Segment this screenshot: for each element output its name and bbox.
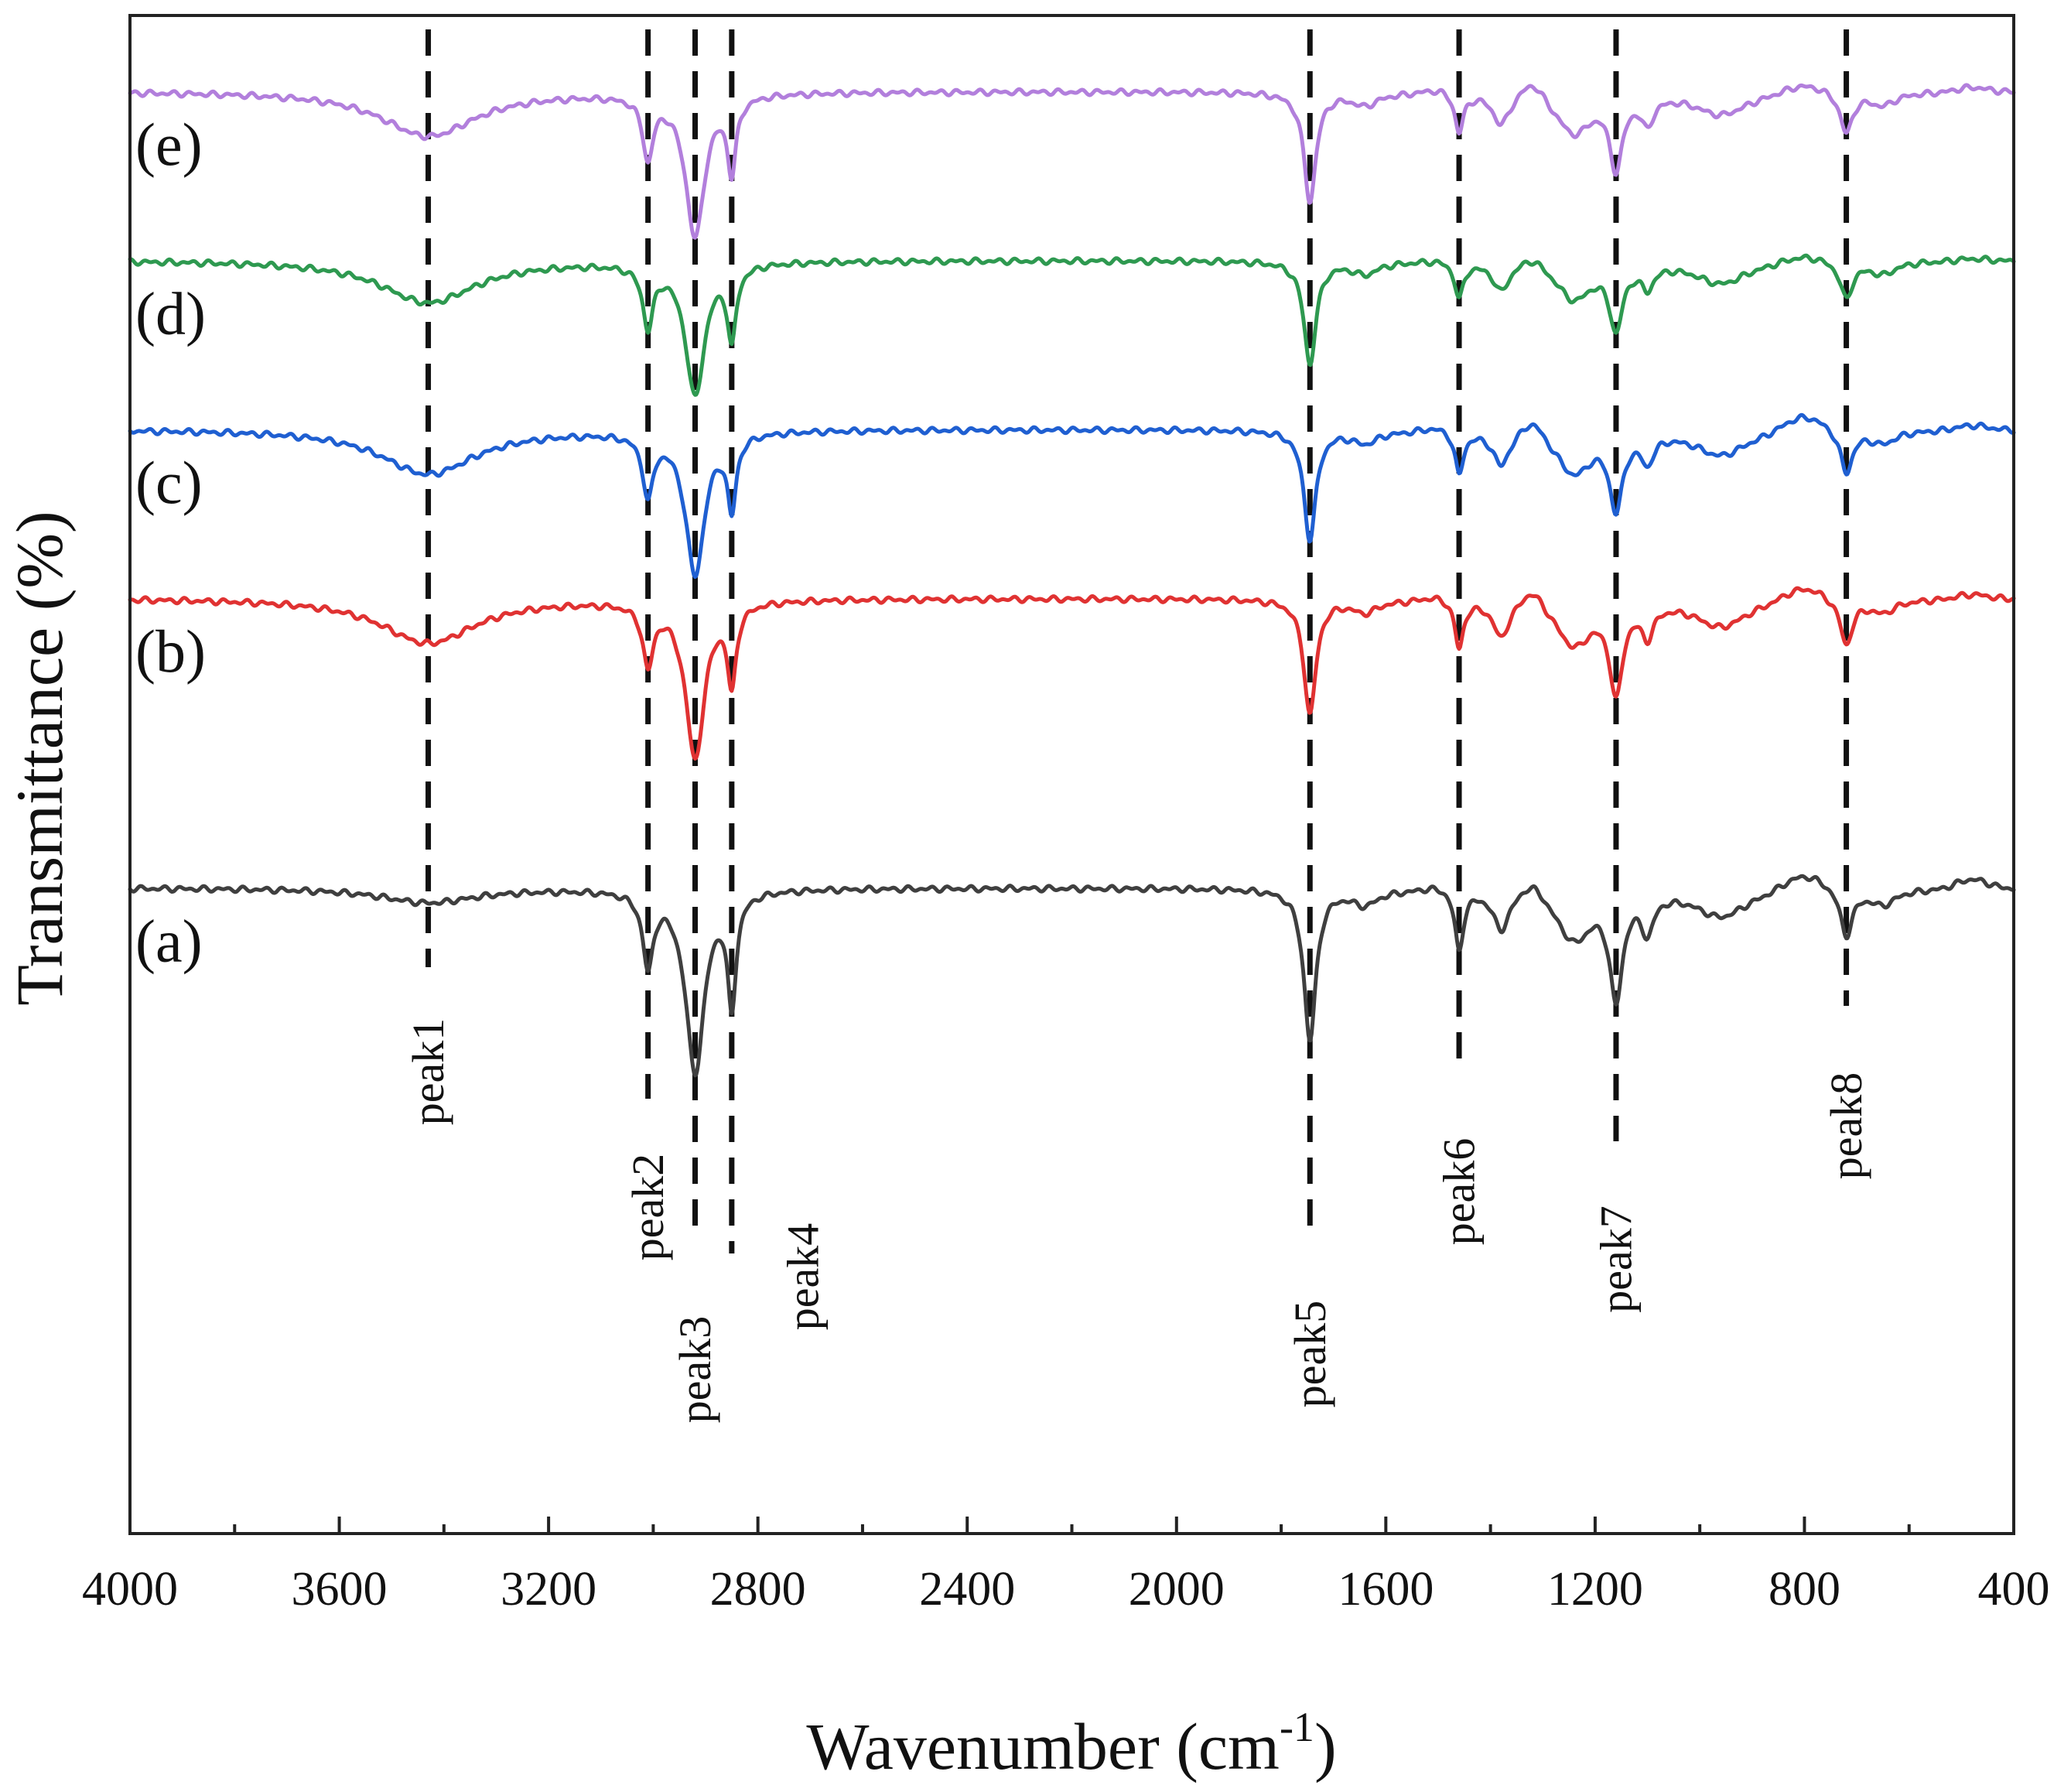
series-line-b — [128, 586, 2016, 761]
x-axis-ticks — [128, 1517, 2015, 1534]
peak-label-6: peak6 — [1434, 1138, 1485, 1246]
peak-label-3: peak3 — [670, 1316, 720, 1424]
peak-label-8: peak8 — [1821, 1072, 1871, 1180]
series-label-e: (e) — [135, 111, 203, 178]
x-axis-title-superscript: -1 — [1280, 1704, 1314, 1750]
y-axis-title: Transmittance (%) — [2, 511, 77, 1005]
peak-label-4: peak4 — [777, 1223, 828, 1331]
series-label-b: (b) — [135, 617, 206, 685]
x-tick-label: 3200 — [501, 1563, 596, 1616]
series-label-c: (c) — [135, 449, 203, 516]
x-tick-label: 1600 — [1338, 1563, 1434, 1616]
x-tick-label: 800 — [1769, 1563, 1840, 1616]
series-line-e — [128, 83, 2016, 240]
x-tick-label: 2000 — [1129, 1563, 1225, 1616]
series-label-d: (d) — [135, 279, 206, 347]
x-tick-label: 3600 — [292, 1563, 388, 1616]
x-axis-tick-labels: 4000 3600 3200 2800 2400 2000 1600 1200 800 400 — [82, 1563, 2050, 1616]
peak-label-5: peak5 — [1285, 1301, 1335, 1408]
x-tick-label: 400 — [1978, 1563, 2050, 1616]
peak-label-1: peak1 — [403, 1018, 453, 1126]
peak-labels: peak1 peak2 peak3 peak4 peak5 peak6 peak7 peak8 — [403, 1018, 1871, 1424]
spectra-layer — [128, 83, 2016, 1078]
series-line-d — [128, 253, 2016, 397]
series-label-a: (a) — [135, 908, 203, 975]
peak-label-2: peak2 — [623, 1154, 673, 1261]
x-axis-title-main: Wavenumber (cm — [806, 1709, 1280, 1783]
x-axis-title-suffix: ) — [1314, 1709, 1337, 1783]
series-labels: (a) (b) (c) (d) (e) — [135, 111, 206, 975]
series-line-a — [128, 874, 2016, 1078]
x-tick-label: 1200 — [1547, 1563, 1643, 1616]
x-tick-label: 2400 — [919, 1563, 1015, 1616]
series-line-c — [128, 412, 2016, 580]
x-axis-title: Wavenumber (cm-1) — [806, 1704, 1336, 1783]
x-tick-label: 2800 — [710, 1563, 806, 1616]
x-tick-label: 4000 — [82, 1563, 178, 1616]
peak-label-7: peak7 — [1591, 1205, 1641, 1313]
